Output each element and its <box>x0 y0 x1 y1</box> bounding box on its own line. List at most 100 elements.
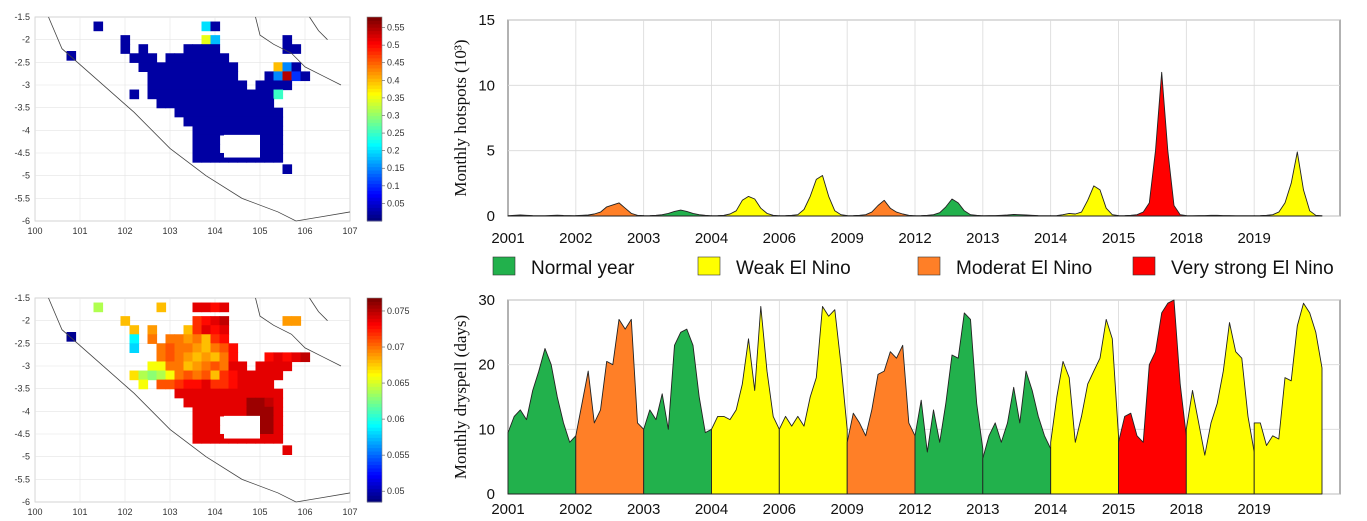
colorbar-frame <box>366 16 383 222</box>
map-cell <box>264 107 275 118</box>
map-cell <box>255 107 266 118</box>
colorbar-step <box>367 54 382 59</box>
map-x-tick: 105 <box>252 226 267 236</box>
colorbar-step <box>367 474 382 479</box>
map-cell <box>264 352 275 363</box>
colorbar-step <box>367 301 382 306</box>
coastline <box>255 16 342 86</box>
map-cell <box>219 379 230 390</box>
legend-swatch <box>917 256 941 276</box>
area-year-3 <box>643 209 712 217</box>
y-tick-label: 15 <box>478 12 495 29</box>
colorbar-step <box>367 342 382 347</box>
map-x-tick: 100 <box>27 507 42 517</box>
colorbar-step <box>367 396 382 401</box>
map-cell <box>219 53 230 63</box>
map-cell <box>138 53 149 63</box>
colorbar-tick-label: 0.1 <box>387 181 400 191</box>
map-cell <box>264 434 275 444</box>
map-cell <box>192 434 203 444</box>
map-y-tick: -6 <box>22 216 30 226</box>
legend: Normal year Weak El Nino Moderat El Nino Ve… <box>492 256 1334 279</box>
legend-label: Moderat El Nino <box>956 258 1092 279</box>
map-x-tick: 106 <box>297 507 312 517</box>
map-cell <box>210 316 221 326</box>
map-cell <box>255 98 266 109</box>
colorbar-tick-label: 0.45 <box>387 58 405 68</box>
colorbar-step <box>367 332 382 336</box>
x-year-label: 2003 <box>627 501 660 518</box>
map-cell <box>219 125 230 136</box>
colorbar-step <box>367 386 382 391</box>
map-cell <box>201 89 212 100</box>
map-y-tick: -2.5 <box>14 338 30 348</box>
map-cell <box>183 352 194 363</box>
colorbar-tick-label: 0.35 <box>387 93 405 103</box>
colorbar-step <box>367 139 382 144</box>
map-cell <box>219 62 230 72</box>
map-cell <box>273 397 284 408</box>
map-cell <box>282 80 293 91</box>
map-cell <box>174 53 185 63</box>
x-year-label: 2009 <box>830 230 863 247</box>
map-cell <box>165 98 176 109</box>
colorbar-step <box>367 376 382 381</box>
map-cell <box>228 434 239 444</box>
map-cell <box>273 125 284 136</box>
map-cell <box>246 379 257 390</box>
hotspot-density-map: 100 101 102 103 104 105 106 107 -1.5 -2 -2.5 -3 -3.5… <box>14 12 357 236</box>
map-cell <box>255 434 266 444</box>
map-cell <box>156 352 167 363</box>
map-cell <box>201 143 212 154</box>
map-cell <box>291 352 302 363</box>
map-cell <box>210 71 221 82</box>
map-cell <box>273 370 284 381</box>
dryspell-time-series: 0 10 20 30 2001 2002 2003 2004 2006 2009 2012 2013 2… <box>451 292 1341 518</box>
colorbar-step <box>367 115 382 120</box>
x-year-label: 2014 <box>1034 230 1067 247</box>
map-cell <box>192 379 203 390</box>
colorbar-step <box>367 468 382 472</box>
map-cell <box>300 352 311 363</box>
map-cell <box>192 53 203 63</box>
coastline <box>48 16 351 222</box>
map-cell <box>273 388 284 399</box>
map-cell <box>228 370 239 381</box>
colorbar-step <box>367 440 382 445</box>
map-cell <box>201 125 212 136</box>
map-cell <box>219 388 230 399</box>
map-y-tick: -6 <box>22 497 30 507</box>
map-cell <box>228 397 239 408</box>
area-year-2 <box>575 318 645 495</box>
colorbar-step <box>367 420 382 425</box>
colorbar-step <box>367 170 382 174</box>
map-cell <box>201 434 212 444</box>
map-cell <box>237 361 248 372</box>
x-year-label: 2019 <box>1237 501 1270 518</box>
map-cell <box>273 406 284 417</box>
map-cell <box>183 107 194 118</box>
map-cell <box>201 116 212 127</box>
x-year-label: 2013 <box>966 230 999 247</box>
colorbar-step <box>367 495 382 500</box>
map-cell <box>273 89 284 100</box>
map-cell <box>192 361 203 372</box>
colorbar-step <box>367 478 382 483</box>
area-year-6 <box>846 199 916 217</box>
x-year-label: 2015 <box>1102 230 1135 247</box>
colorbar-step <box>367 119 382 123</box>
colorbar-step <box>367 406 382 411</box>
coastline <box>255 297 342 367</box>
map-cell <box>210 406 221 417</box>
map-cell <box>237 370 248 381</box>
map-cell <box>129 370 140 381</box>
area-year-3 <box>643 328 712 495</box>
map-cell <box>165 53 176 63</box>
colorbar-step <box>367 335 382 340</box>
map-cell <box>156 71 167 82</box>
colorbar-step <box>367 400 382 404</box>
map-cell <box>147 361 158 372</box>
map-cell <box>138 62 149 72</box>
map-cell <box>120 316 131 326</box>
map-cell <box>201 379 212 390</box>
